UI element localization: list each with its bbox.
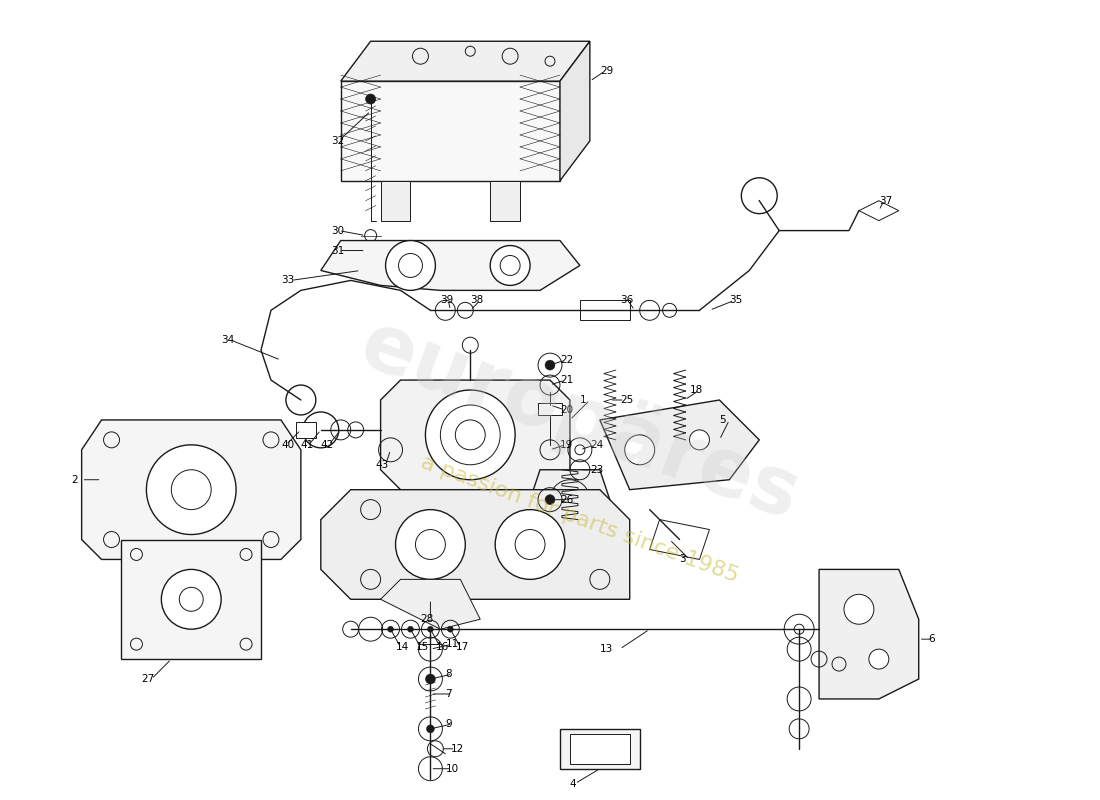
- Text: 37: 37: [879, 196, 892, 206]
- Polygon shape: [530, 470, 609, 530]
- Bar: [296, 422, 316, 438]
- Text: 29: 29: [600, 66, 613, 76]
- Text: 4: 4: [570, 778, 576, 789]
- Circle shape: [544, 360, 556, 370]
- Bar: [560, 729, 640, 769]
- Bar: [570, 734, 629, 764]
- Text: 11: 11: [446, 639, 459, 649]
- Text: a passion for parts since 1985: a passion for parts since 1985: [418, 453, 741, 586]
- Text: 40: 40: [280, 440, 294, 450]
- Text: 38: 38: [471, 295, 484, 306]
- Polygon shape: [491, 181, 520, 221]
- Polygon shape: [820, 570, 918, 699]
- Circle shape: [448, 626, 453, 632]
- Text: 20: 20: [560, 405, 573, 415]
- Text: 36: 36: [619, 295, 632, 306]
- Text: 10: 10: [446, 764, 459, 774]
- Circle shape: [302, 412, 339, 448]
- Bar: [538, 403, 562, 415]
- Text: 21: 21: [560, 375, 573, 385]
- Circle shape: [844, 594, 873, 624]
- Text: 43: 43: [375, 460, 389, 470]
- Text: 13: 13: [600, 644, 613, 654]
- Circle shape: [544, 494, 556, 505]
- Text: 31: 31: [331, 246, 344, 255]
- Text: 42: 42: [321, 440, 334, 450]
- Text: 25: 25: [619, 395, 632, 405]
- Text: 26: 26: [560, 494, 573, 505]
- Circle shape: [396, 510, 465, 579]
- Text: 8: 8: [446, 669, 452, 679]
- Text: 33: 33: [280, 275, 294, 286]
- Circle shape: [869, 649, 889, 669]
- Circle shape: [428, 626, 433, 632]
- Text: 1: 1: [580, 395, 586, 405]
- Text: 27: 27: [142, 674, 155, 684]
- Circle shape: [427, 725, 434, 733]
- Polygon shape: [381, 380, 570, 490]
- Circle shape: [387, 626, 394, 632]
- Circle shape: [162, 570, 221, 630]
- Polygon shape: [600, 400, 759, 490]
- Text: 2: 2: [72, 474, 78, 485]
- Text: 22: 22: [560, 355, 573, 365]
- Polygon shape: [321, 490, 629, 599]
- Text: 18: 18: [690, 385, 703, 395]
- Circle shape: [365, 94, 375, 104]
- Text: 14: 14: [396, 642, 409, 652]
- Circle shape: [386, 241, 436, 290]
- Circle shape: [426, 390, 515, 480]
- Polygon shape: [560, 42, 590, 181]
- Polygon shape: [859, 201, 899, 221]
- Polygon shape: [81, 420, 301, 559]
- Text: 17: 17: [455, 642, 469, 652]
- Text: 39: 39: [440, 295, 453, 306]
- Circle shape: [426, 674, 436, 684]
- Circle shape: [690, 430, 710, 450]
- Text: 30: 30: [331, 226, 344, 235]
- Text: 12: 12: [450, 744, 463, 754]
- Text: 34: 34: [221, 335, 234, 346]
- Text: 15: 15: [416, 642, 429, 652]
- Circle shape: [491, 246, 530, 286]
- Text: 32: 32: [331, 136, 344, 146]
- Bar: [580, 300, 629, 320]
- Text: 7: 7: [446, 689, 452, 699]
- Text: 24: 24: [590, 440, 603, 450]
- Text: 23: 23: [590, 465, 603, 474]
- Text: 41: 41: [301, 440, 315, 450]
- Text: europäres: europäres: [350, 303, 811, 537]
- Circle shape: [286, 385, 316, 415]
- Circle shape: [495, 510, 565, 579]
- Polygon shape: [381, 579, 481, 630]
- Polygon shape: [321, 241, 580, 290]
- Text: 35: 35: [729, 295, 743, 306]
- Circle shape: [741, 178, 778, 214]
- Polygon shape: [341, 42, 590, 81]
- Text: 16: 16: [436, 642, 449, 652]
- Circle shape: [367, 247, 374, 254]
- Circle shape: [407, 626, 414, 632]
- Text: 28: 28: [420, 614, 433, 624]
- Polygon shape: [381, 181, 410, 221]
- Text: 5: 5: [719, 415, 726, 425]
- Bar: [121, 539, 261, 659]
- Polygon shape: [341, 81, 560, 181]
- Circle shape: [146, 445, 236, 534]
- Polygon shape: [650, 519, 710, 559]
- Text: 9: 9: [446, 719, 452, 729]
- Text: 6: 6: [928, 634, 935, 644]
- Text: 3: 3: [680, 554, 686, 565]
- Text: 19: 19: [560, 440, 573, 450]
- Circle shape: [625, 435, 654, 465]
